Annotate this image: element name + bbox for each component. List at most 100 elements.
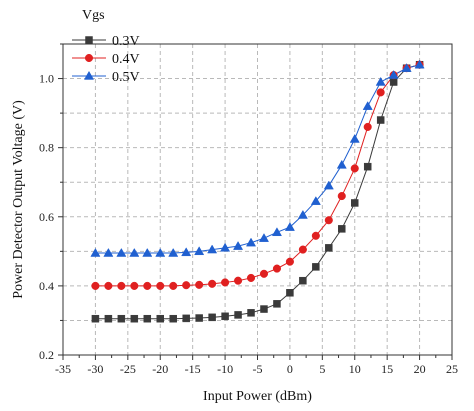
- series-0-5v-point: [90, 247, 101, 257]
- series-0-5v-point: [116, 247, 127, 257]
- legend-0-3v-marker: [85, 36, 93, 44]
- series-0-5v-point: [375, 76, 386, 86]
- x-tick-label: -10: [217, 362, 233, 376]
- y-axis-label: Power Detector Output Voltage (V): [11, 100, 26, 299]
- x-tick-label: 0: [287, 362, 293, 376]
- series-0-3v-point: [247, 309, 255, 317]
- series-0-3v-point: [117, 314, 126, 323]
- legend-0-5v-marker: [83, 70, 95, 80]
- series-0-3v-point: [104, 314, 113, 323]
- x-tick-label: -30: [87, 362, 103, 376]
- series-0-5v-point: [258, 233, 270, 242]
- legend-0-4v-marker: [84, 53, 94, 63]
- series-0-3v-point: [143, 314, 152, 323]
- x-tick-label: -15: [185, 362, 201, 376]
- series-0-5v-point: [297, 209, 308, 219]
- series-0-5v-point: [233, 241, 244, 250]
- series-0-4v-point: [272, 264, 282, 273]
- y-tick-label: 0.4: [39, 279, 54, 293]
- series-0-5v-point: [271, 227, 282, 237]
- x-tick-label: 25: [446, 362, 458, 376]
- series-0-5v-point: [245, 237, 257, 247]
- legend-0-3v-label: 0.3V: [112, 34, 140, 49]
- series-0-4v-point: [311, 231, 320, 240]
- series-0-3v-point: [156, 314, 164, 323]
- x-tick-label: -25: [120, 362, 136, 376]
- grid: [63, 44, 452, 355]
- legend: Vgs 0.3V 0.4V 0.5V: [72, 8, 140, 85]
- series-0-5v-point: [194, 246, 205, 256]
- series-0-4v-point: [337, 191, 346, 201]
- series-0-5v-point: [181, 247, 192, 257]
- series-0-4v-point: [234, 276, 243, 285]
- series-0-4v-point: [195, 280, 204, 289]
- series-0-4v-points: [91, 60, 424, 290]
- series-0-4v-point: [91, 281, 100, 290]
- series-0-4v-point: [285, 257, 294, 266]
- legend-title: Vgs: [82, 8, 105, 23]
- x-tick-label: 10: [349, 362, 361, 376]
- series-0-3v-point: [234, 311, 242, 319]
- x-tick-label: -20: [152, 362, 168, 376]
- series-0-5v-point: [362, 101, 373, 110]
- series-0-3v-point: [273, 300, 281, 308]
- series-0-4v-point: [156, 281, 165, 290]
- series-0-5v-points: [90, 59, 425, 257]
- x-tick-label: 15: [381, 362, 393, 376]
- series-points: [90, 59, 425, 323]
- series-0-4v-point: [104, 281, 113, 290]
- series-0-5v-point: [414, 59, 425, 69]
- series-0-3v-point: [91, 314, 100, 323]
- y-tick-label: 0.6: [39, 210, 54, 224]
- series-0-3v-point: [208, 313, 216, 322]
- series-0-4v-point: [208, 279, 217, 288]
- legend-0-5v-label: 0.5V: [112, 70, 140, 85]
- series-0-3v-point: [389, 78, 398, 86]
- series-0-3v-point: [169, 314, 177, 323]
- series-0-5v-point: [207, 244, 218, 254]
- series-0-3v-point: [325, 244, 333, 252]
- series-0-5v-point: [129, 247, 140, 257]
- x-axis-label: Input Power (dBm): [203, 389, 312, 404]
- x-tick-label: -35: [55, 362, 71, 376]
- series-0-5v-point: [168, 247, 179, 257]
- y-tick-label: 0.8: [39, 141, 54, 155]
- series-0-4v-point: [221, 278, 230, 287]
- series-0-4v-point: [376, 88, 385, 97]
- x-tick-label: 5: [319, 362, 325, 376]
- x-axis-ticks: -35 -30 -25 -20 -15 -10 -5 0 5 10 15 20 25: [55, 355, 458, 376]
- series-0-3v-point: [221, 312, 229, 321]
- series-0-3v-point: [182, 314, 190, 323]
- series-0-5v-point: [220, 242, 231, 252]
- series-0-3v-point: [286, 289, 294, 297]
- series-0-5v-point: [142, 247, 153, 257]
- series-0-4v-point: [117, 281, 126, 290]
- series-0-4v-point: [143, 281, 152, 290]
- series-0-4v-point: [350, 164, 359, 173]
- series-0-5v-point: [284, 222, 295, 231]
- series-0-4v-point: [259, 269, 269, 278]
- series-0-5v-point: [401, 63, 412, 72]
- series-0-4v-point: [182, 281, 191, 290]
- series-0-3v-point: [338, 225, 346, 233]
- series-0-4v-point: [324, 216, 333, 225]
- series-0-3v-point: [195, 314, 203, 322]
- series-0-3v-point: [260, 305, 268, 313]
- series-0-5v-point: [323, 180, 334, 190]
- series-0-3v-point: [363, 162, 372, 171]
- series-0-4v-point: [169, 281, 178, 290]
- series-0-3v-point: [299, 276, 307, 285]
- series-0-3v-point: [312, 263, 320, 271]
- series-0-5v-point: [349, 133, 360, 143]
- legend-0-4v-label: 0.4V: [112, 52, 140, 67]
- series-0-5v-point: [103, 247, 114, 257]
- series-0-5v-point: [155, 247, 166, 257]
- series-0-5v-point: [310, 196, 321, 205]
- series-0-4v-point: [246, 273, 256, 282]
- series-0-5v-point: [388, 69, 399, 79]
- x-tick-label: -5: [253, 362, 263, 376]
- series-0-3v-point: [130, 314, 139, 323]
- series-0-5v-point: [336, 159, 347, 169]
- series-0-3v-point: [376, 116, 385, 124]
